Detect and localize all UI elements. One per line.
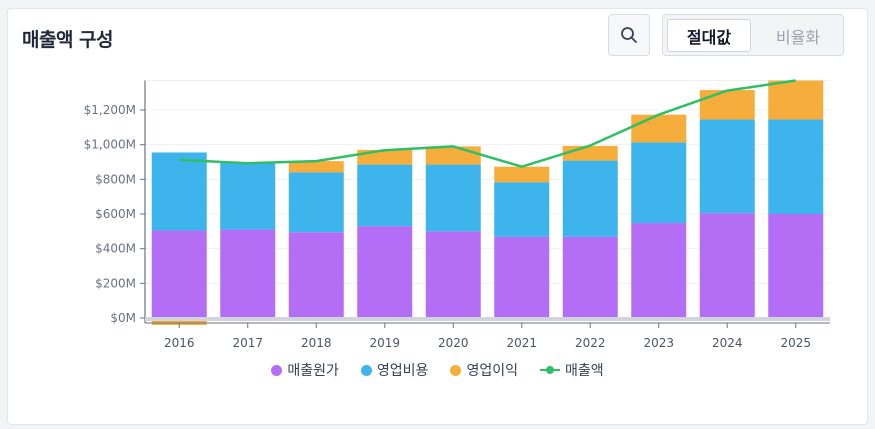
bar-opex-2022[interactable] bbox=[562, 160, 618, 237]
x-tick-label: 2023 bbox=[643, 336, 674, 350]
y-tick-label: $1,000M bbox=[84, 138, 136, 152]
scale-toggle: 절대값 비율화 bbox=[662, 14, 844, 56]
x-tick-label: 2021 bbox=[506, 336, 537, 350]
search-button[interactable] bbox=[608, 14, 650, 56]
x-tick-label: 2016 bbox=[164, 336, 195, 350]
x-tick-label: 2025 bbox=[780, 336, 811, 350]
page-title: 매출액 구성 bbox=[22, 29, 114, 51]
absolute-toggle-button[interactable]: 절대값 bbox=[667, 19, 751, 52]
y-tick-label: $400M bbox=[95, 242, 136, 256]
bar-profit-2020[interactable] bbox=[425, 146, 481, 165]
bar-opex-2025[interactable] bbox=[768, 119, 824, 214]
bar-profit-2023[interactable] bbox=[631, 114, 687, 143]
legend-item-profit[interactable]: 영업이익 bbox=[450, 360, 518, 380]
bar-profit-2021[interactable] bbox=[494, 166, 550, 183]
legend-label: 매출원가 bbox=[287, 363, 339, 379]
bar-cost-2016[interactable] bbox=[151, 230, 207, 318]
legend-item-revenue[interactable]: 매출액 bbox=[539, 360, 604, 380]
legend-label: 영업이익 bbox=[466, 363, 518, 379]
bar-cost-2017[interactable] bbox=[220, 229, 276, 318]
y-tick-label: $800M bbox=[95, 172, 136, 186]
x-tick-label: 2022 bbox=[575, 336, 606, 350]
bar-cost-2018[interactable] bbox=[288, 232, 344, 318]
bar-opex-2017[interactable] bbox=[220, 162, 276, 230]
legend-item-cost[interactable]: 매출원가 bbox=[271, 360, 339, 380]
y-tick-label: $600M bbox=[95, 207, 136, 221]
bar-opex-2020[interactable] bbox=[425, 164, 481, 232]
legend-swatch bbox=[271, 364, 283, 376]
bar-cost-2022[interactable] bbox=[562, 236, 618, 318]
legend-swatch bbox=[360, 364, 372, 376]
legend-label: 영업비용 bbox=[376, 363, 429, 379]
bar-opex-2016[interactable] bbox=[151, 152, 207, 231]
bar-cost-2025[interactable] bbox=[768, 214, 824, 318]
y-tick-label: $200M bbox=[95, 276, 136, 290]
bar-opex-2021[interactable] bbox=[494, 182, 550, 237]
bar-opex-2019[interactable] bbox=[357, 164, 413, 227]
bar-opex-2024[interactable] bbox=[699, 119, 755, 214]
chart-legend: 매출원가 영업비용 영업이익 매출액 bbox=[0, 360, 875, 380]
x-tick-label: 2024 bbox=[712, 336, 743, 350]
legend-line-swatch bbox=[539, 365, 560, 376]
y-tick-label: $0M bbox=[110, 311, 136, 325]
revenue-line[interactable] bbox=[179, 79, 796, 168]
bar-cost-2023[interactable] bbox=[631, 223, 687, 318]
bar-cost-2020[interactable] bbox=[425, 231, 481, 318]
x-tick-label: 2019 bbox=[369, 336, 400, 350]
x-tick-label: 2018 bbox=[301, 336, 332, 350]
x-tick-label: 2017 bbox=[232, 336, 263, 350]
bar-cost-2021[interactable] bbox=[494, 236, 550, 318]
legend-swatch bbox=[450, 364, 462, 376]
bar-profit-2018[interactable] bbox=[288, 161, 344, 173]
bar-opex-2023[interactable] bbox=[631, 142, 687, 224]
search-icon bbox=[621, 27, 637, 43]
bar-cost-2024[interactable] bbox=[699, 213, 755, 318]
bar-opex-2018[interactable] bbox=[288, 172, 344, 233]
ratio-toggle-button[interactable]: 비율화 bbox=[775, 27, 821, 47]
bar-profit-2024[interactable] bbox=[699, 90, 755, 120]
bar-profit-2016[interactable] bbox=[151, 318, 207, 325]
y-tick-label: $1,200M bbox=[84, 103, 136, 117]
bar-profit-2022[interactable] bbox=[562, 145, 618, 161]
legend-item-opex[interactable]: 영업비용 bbox=[360, 360, 429, 380]
bar-profit-2025[interactable] bbox=[768, 80, 824, 120]
x-tick-label: 2020 bbox=[438, 336, 469, 350]
bar-cost-2019[interactable] bbox=[357, 226, 413, 318]
legend-label: 매출액 bbox=[564, 363, 604, 379]
